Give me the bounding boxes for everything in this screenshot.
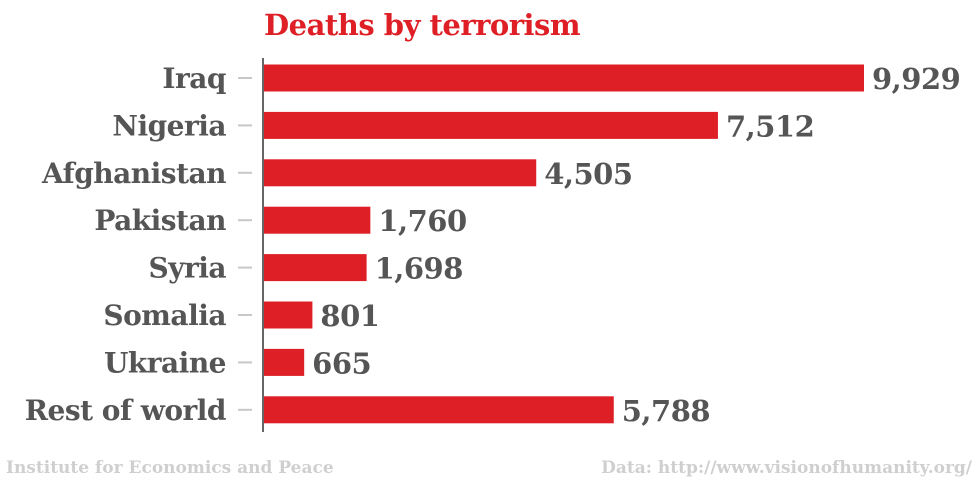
data-url: Data: http://www.visionofhumanity.org/ [601,458,972,478]
category-label: Nigeria [112,109,226,142]
source-credit: Institute for Economics and Peace [6,458,334,478]
value-label: 1,698 [375,252,463,286]
value-label: 1,760 [378,204,466,238]
category-label: Rest of world [25,394,226,427]
chart-title: Deaths by terrorism [264,8,581,42]
value-label: 801 [320,299,379,333]
value-label: 665 [312,346,371,380]
bar [264,301,313,329]
value-label: 9,929 [872,62,960,96]
bar [264,254,367,282]
bar [264,159,537,187]
bar [264,206,371,234]
value-label: 7,512 [726,109,814,143]
bar [264,396,614,424]
category-label: Iraq [162,62,226,95]
value-label: 5,788 [622,394,710,428]
category-label: Afghanistan [41,157,226,190]
bar [264,64,864,92]
category-label: Ukraine [104,346,226,379]
category-label: Syria [148,252,226,285]
bar [264,111,718,139]
value-label: 4,505 [544,157,632,191]
category-label: Somalia [103,299,226,332]
bar [264,348,305,376]
category-label: Pakistan [94,204,226,237]
